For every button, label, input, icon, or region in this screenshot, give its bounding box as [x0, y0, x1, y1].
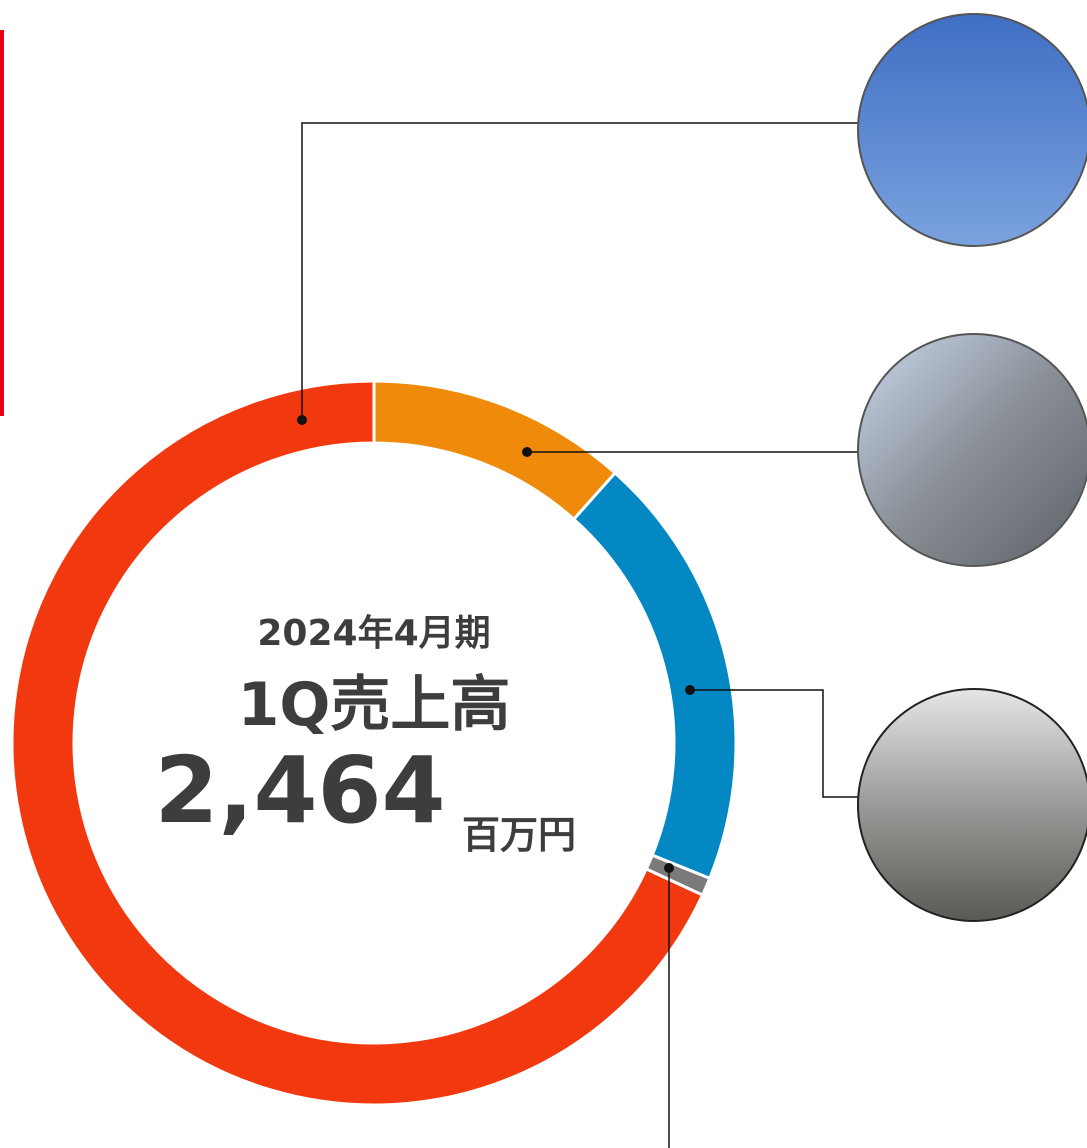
donut-segment [372, 379, 618, 522]
total: 2,464 [154, 737, 445, 844]
photo-tower [857, 333, 1087, 567]
photo-scaffold [857, 13, 1087, 247]
unit: 百万円 [462, 813, 576, 857]
donut [10, 379, 738, 1107]
period: 2024年4月期 [257, 613, 490, 654]
connector-dots [297, 415, 695, 873]
donut-segment [10, 379, 705, 1107]
connectors [301, 122, 858, 1148]
photo-plant [857, 688, 1087, 922]
donut-segment [571, 470, 738, 881]
label: 1Q売上高 [238, 670, 511, 740]
accent-bar [0, 30, 4, 416]
